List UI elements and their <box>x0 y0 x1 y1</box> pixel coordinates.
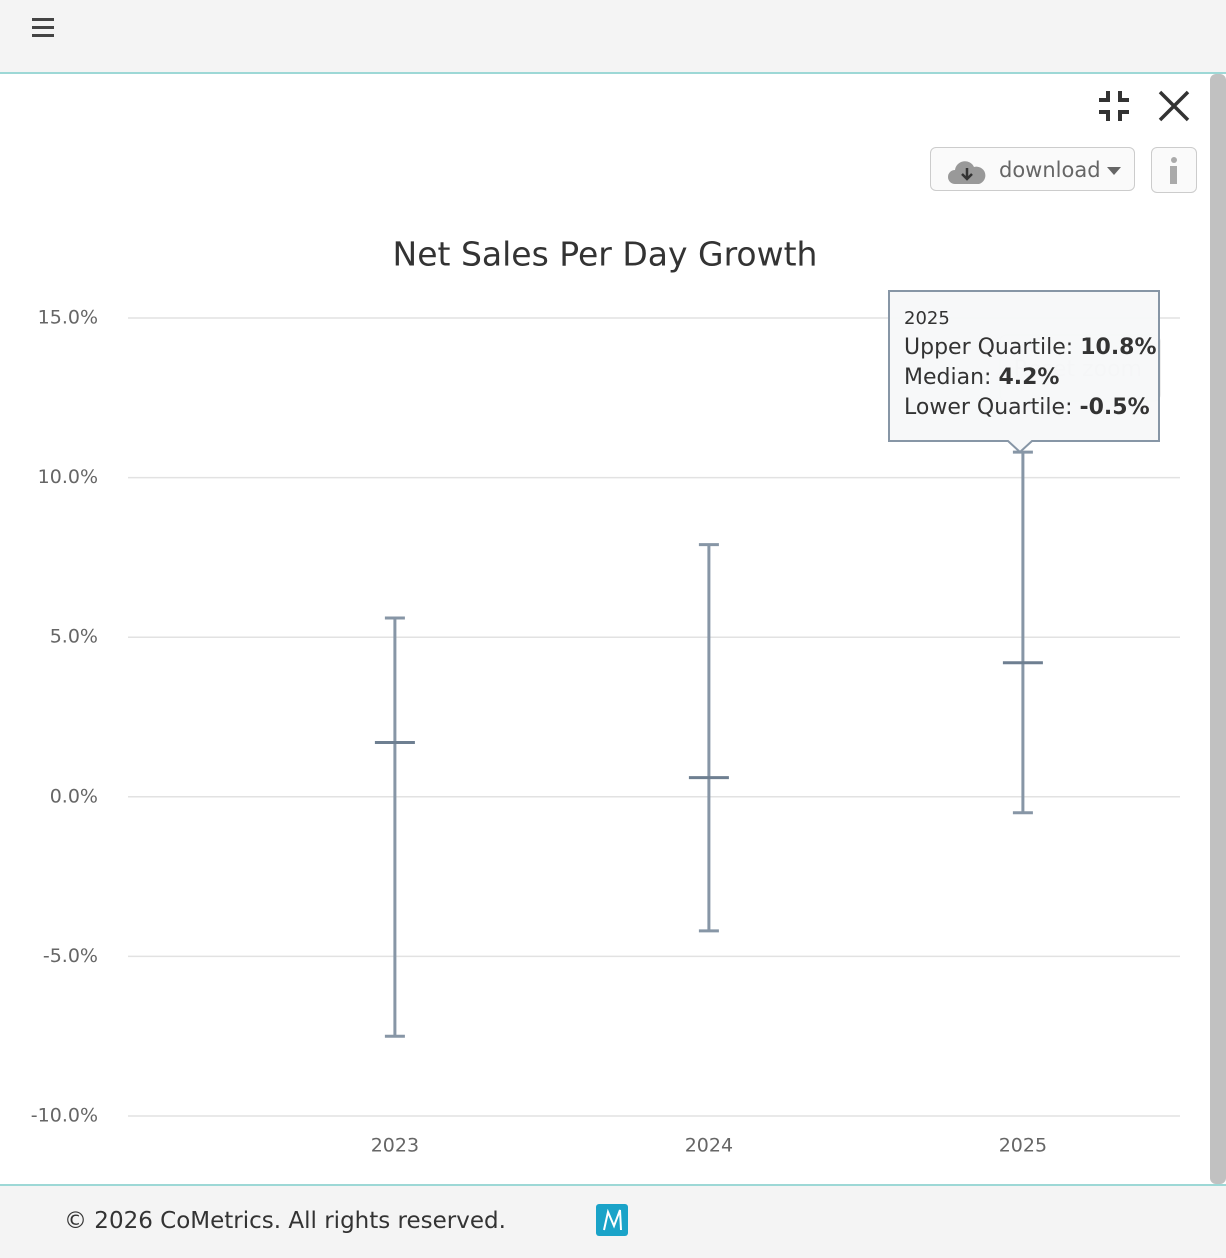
info-icon <box>1170 157 1177 184</box>
y-tick-label: 0.0% <box>50 785 98 807</box>
tooltip-value: 10.8% <box>1080 335 1156 360</box>
top-bar <box>0 0 1226 74</box>
info-button[interactable] <box>1151 147 1197 193</box>
download-label: download <box>999 158 1101 182</box>
y-tick-label: -10.0% <box>31 1105 98 1127</box>
close-icon[interactable] <box>1157 89 1191 123</box>
x-tick-label: 2024 <box>685 1135 733 1157</box>
y-tick-label: -5.0% <box>43 945 98 967</box>
tooltip-row: Upper Quartile: 10.8% <box>904 335 1157 360</box>
y-tick-label: 5.0% <box>50 626 98 648</box>
tooltip-title: 2025 <box>904 308 950 329</box>
copyright: © 2026 CoMetrics. All rights reserved. <box>64 1208 506 1234</box>
cloud-icon <box>948 161 986 184</box>
collapse-icon[interactable] <box>1097 89 1131 123</box>
scrollbar[interactable] <box>1210 74 1226 1184</box>
tooltip-box <box>888 290 1160 454</box>
logo <box>596 1204 628 1236</box>
tooltip-label: Median: <box>904 365 991 390</box>
y-tick-label: 10.0% <box>38 466 98 488</box>
caret <box>1107 167 1121 175</box>
tooltip-value: -0.5% <box>1079 395 1149 420</box>
chart-title: Net Sales Per Day Growth <box>393 235 818 274</box>
tooltip: 2025 Upper Quartile: 10.8% Median: 4.2% Lower… <box>888 290 1160 454</box>
tooltip-label: Upper Quartile: <box>904 335 1073 360</box>
footer: © 2026 CoMetrics. All rights reserved. <box>0 1184 1226 1258</box>
tooltip-label: Lower Quartile: <box>904 395 1072 420</box>
download-button[interactable]: download <box>930 147 1135 191</box>
y-tick-label: 15.0% <box>38 307 98 329</box>
tooltip-value: 4.2% <box>998 365 1059 390</box>
tooltip-row: Median: 4.2% <box>904 365 1059 390</box>
x-tick-label: 2025 <box>999 1135 1047 1157</box>
menu-icon[interactable] <box>30 14 60 44</box>
tooltip-row: Lower Quartile: -0.5% <box>904 395 1150 420</box>
chart: Net Sales Per Day Growth -10.0% -5.0% 0.0%… <box>31 235 1180 1157</box>
x-tick-label: 2023 <box>371 1135 419 1157</box>
